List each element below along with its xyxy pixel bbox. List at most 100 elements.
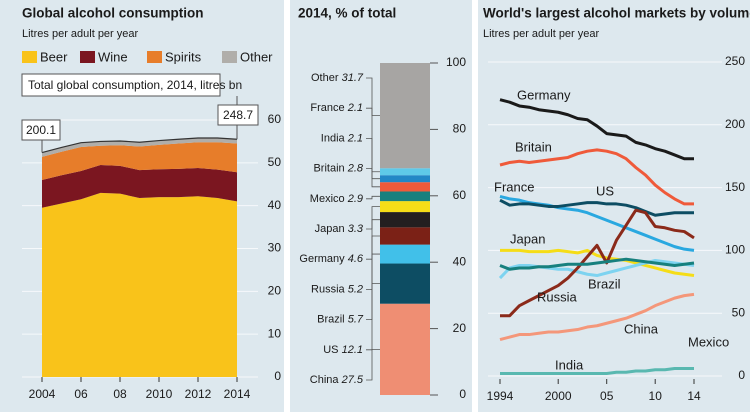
y-tick-label: 100 <box>446 55 466 69</box>
legend-swatch <box>222 51 237 63</box>
area <box>42 137 237 157</box>
segment-name: Brazil <box>317 314 345 326</box>
segment-value: 12.1 <box>342 344 363 356</box>
chart-title: 2014, % of total <box>298 6 396 21</box>
segment-label: Mexico 2.9 <box>310 193 363 205</box>
x-tick-label: 2000 <box>545 389 572 403</box>
annotation-box <box>21 73 221 97</box>
series-label: France <box>494 179 534 194</box>
segment-label: Germany 4.6 <box>299 253 363 265</box>
segment-name: Russia <box>311 283 346 295</box>
bar-segment <box>380 182 430 192</box>
segment-label: France 2.1 <box>310 102 363 114</box>
segment-value: 2.1 <box>347 102 363 114</box>
line <box>499 292 695 342</box>
x-tick-label: 1994 <box>487 389 514 403</box>
y-tick-label: 250 <box>725 54 745 68</box>
y-tick-label: 0 <box>738 368 745 382</box>
segment-label: India 2.1 <box>321 132 363 144</box>
line <box>499 98 694 161</box>
bar-segment <box>380 263 430 304</box>
y-tick-label: 0 <box>274 369 281 383</box>
segment-label: Russia 5.2 <box>311 283 363 295</box>
segment-name: China <box>310 374 340 386</box>
segment-value: 2.1 <box>347 132 363 144</box>
series-label: US <box>596 183 614 198</box>
series-label: Russia <box>537 289 578 304</box>
segment-name: France <box>310 102 344 114</box>
leader-line <box>366 206 380 230</box>
x-tick-label: 2014 <box>224 387 251 401</box>
segment-label: China 27.5 <box>310 374 364 386</box>
leader-line <box>366 235 380 290</box>
y-tick-label: 60 <box>268 112 282 126</box>
segment-value: 5.2 <box>348 283 363 295</box>
segment-value: 2.8 <box>347 163 364 175</box>
line <box>498 258 695 280</box>
y-tick-label: 60 <box>453 188 467 202</box>
segment-value: 4.6 <box>348 253 364 265</box>
leader-line <box>366 107 380 173</box>
segment-name: Germany <box>299 253 345 265</box>
legend-swatch <box>22 51 37 63</box>
annotation-box <box>21 119 61 141</box>
y-tick-label: 30 <box>268 241 282 255</box>
x-tick-label: 05 <box>600 389 614 403</box>
panel-bg <box>478 0 750 412</box>
chart-title: World's largest alcohol markets by volum… <box>483 6 750 21</box>
segment-label: Other 31.7 <box>311 72 364 84</box>
x-tick-label: 08 <box>113 387 127 401</box>
x-tick-label: 2004 <box>29 387 56 401</box>
bar-segment <box>380 201 430 213</box>
bar-segment <box>380 244 430 264</box>
y-tick-label: 50 <box>732 305 746 319</box>
legend-swatch <box>80 51 95 63</box>
series-label: Japan <box>510 231 545 246</box>
series-label: Brazil <box>588 276 621 291</box>
annotation-value: 200.1 <box>26 123 56 137</box>
segment-name: Britain <box>313 163 344 175</box>
y-tick-label: 80 <box>453 122 467 136</box>
series-label: Mexico <box>688 334 729 349</box>
segment-label: Brazil 5.7 <box>317 314 364 326</box>
segment-value: 5.7 <box>348 314 364 326</box>
line <box>499 257 695 271</box>
chart-subtitle: Litres per adult per year <box>483 28 600 40</box>
line <box>500 248 695 278</box>
bar-segment <box>380 63 430 169</box>
line <box>499 148 694 206</box>
segment-value: 2.9 <box>347 193 363 205</box>
x-tick-label: 2010 <box>146 387 173 401</box>
y-tick-label: 40 <box>268 198 282 212</box>
x-tick-label: 10 <box>649 389 663 403</box>
area <box>42 192 237 377</box>
leader-line <box>366 195 380 200</box>
segment-name: US <box>323 344 338 356</box>
segment-name: Mexico <box>310 193 345 205</box>
series-label: Britain <box>515 139 552 154</box>
legend-label: Wine <box>98 49 128 64</box>
annotation-text: Total global consumption, 2014, litres b… <box>28 78 242 92</box>
x-tick-label: 2012 <box>185 387 212 401</box>
area <box>42 142 237 180</box>
legend-label: Other <box>240 49 273 64</box>
legend-label: Spirits <box>165 49 202 64</box>
y-tick-label: 40 <box>453 254 467 268</box>
y-tick-label: 20 <box>268 284 282 298</box>
segment-value: 31.7 <box>342 72 364 84</box>
bar-segment <box>380 212 430 228</box>
bar-segment <box>380 191 430 202</box>
y-tick-label: 200 <box>725 117 745 131</box>
y-tick-label: 150 <box>725 180 745 194</box>
annotation-box <box>217 104 259 126</box>
segment-value: 27.5 <box>341 374 364 386</box>
line <box>500 366 694 375</box>
series-label: India <box>555 357 584 372</box>
chart-title: Global alcohol consumption <box>22 6 204 21</box>
y-tick-label: 50 <box>268 155 282 169</box>
segment-label: US 12.1 <box>323 344 363 356</box>
y-tick-label: 100 <box>725 243 745 257</box>
total-line <box>41 137 238 154</box>
series-label: China <box>624 321 659 336</box>
